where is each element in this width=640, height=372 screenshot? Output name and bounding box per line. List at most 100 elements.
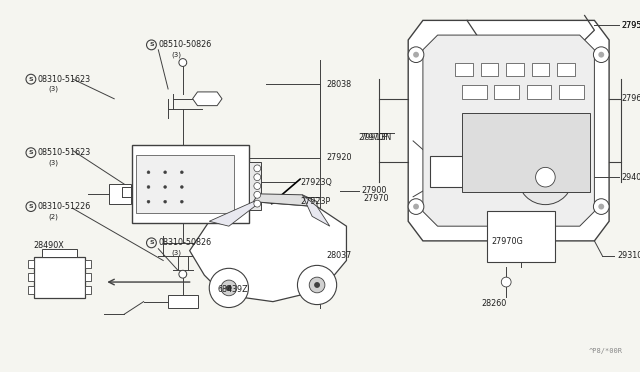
Circle shape [26,74,36,84]
Circle shape [147,200,150,203]
Bar [85,273,91,281]
Bar [85,260,91,268]
Bar [532,62,549,76]
Bar [250,163,261,209]
Text: S: S [149,42,154,47]
Text: 28037: 28037 [327,251,352,260]
Circle shape [536,167,555,187]
Text: 27961H: 27961H [622,94,640,103]
Polygon shape [209,202,259,226]
Text: (2): (2) [49,213,58,219]
Circle shape [408,47,424,62]
Bar [28,273,34,281]
Circle shape [147,186,150,189]
Text: 28260: 28260 [482,299,507,308]
Bar [557,62,575,76]
Polygon shape [193,92,222,106]
Circle shape [179,59,187,67]
Text: ^P8/*00R: ^P8/*00R [589,348,623,354]
Bar [430,155,467,187]
Polygon shape [423,35,595,226]
Text: 27920: 27920 [327,153,353,162]
Text: 28038: 28038 [327,80,352,89]
Circle shape [180,200,183,203]
Circle shape [593,47,609,62]
Circle shape [593,199,609,214]
Text: S: S [29,150,33,155]
Text: (3): (3) [49,86,58,92]
Circle shape [179,270,187,278]
Circle shape [518,150,573,205]
Circle shape [147,238,156,248]
Bar [495,85,519,99]
Circle shape [26,202,36,211]
Text: 08310-51623: 08310-51623 [38,75,91,84]
Text: 27970: 27970 [363,194,388,203]
Circle shape [504,136,586,218]
Bar [527,85,551,99]
Bar [132,145,250,223]
Bar [506,62,524,76]
Text: S: S [29,77,33,82]
Circle shape [598,203,604,209]
Text: 27923Q: 27923Q [300,177,332,187]
Circle shape [298,265,337,305]
Text: 08510-51623: 08510-51623 [38,148,91,157]
Circle shape [254,165,260,172]
Bar [486,211,556,262]
Circle shape [164,200,166,203]
Circle shape [254,200,260,207]
Circle shape [254,183,260,189]
Circle shape [314,282,320,288]
Text: (3): (3) [171,51,181,58]
Circle shape [501,277,511,287]
Text: 27970F: 27970F [358,134,388,142]
Circle shape [147,40,156,50]
Bar [168,295,198,308]
Bar [462,113,589,192]
Circle shape [309,277,325,293]
Circle shape [254,191,260,198]
Bar [136,155,234,214]
Circle shape [413,203,419,209]
Polygon shape [189,202,346,302]
Circle shape [147,171,150,174]
Text: 29310: 29310 [617,251,640,260]
Circle shape [408,199,424,214]
Text: S: S [29,204,33,209]
Text: 27900: 27900 [361,186,387,195]
Circle shape [413,52,419,58]
Text: 27954: 27954 [622,21,640,30]
Text: 79913N: 79913N [360,134,392,142]
Circle shape [221,280,237,296]
Bar [28,260,34,268]
Bar [109,184,131,203]
Text: 08310-50826: 08310-50826 [158,238,211,247]
Polygon shape [302,195,330,226]
Circle shape [209,268,248,308]
Circle shape [164,186,166,189]
Text: S: S [149,240,154,246]
Circle shape [226,285,232,291]
Bar [462,85,486,99]
Circle shape [180,171,183,174]
Text: 27970G: 27970G [492,237,524,246]
Text: (3): (3) [171,249,181,256]
Bar [559,85,584,99]
Text: (3): (3) [49,159,58,166]
Bar [42,249,77,257]
Bar [455,62,473,76]
Circle shape [180,186,183,189]
Polygon shape [408,20,609,241]
Text: 08510-50826: 08510-50826 [158,41,212,49]
Bar [28,286,34,294]
Circle shape [26,148,36,158]
Bar [85,286,91,294]
Text: 68439Z: 68439Z [217,285,248,294]
Circle shape [254,174,260,181]
Text: 27923P: 27923P [300,197,331,206]
Bar [481,62,499,76]
Text: 28490X: 28490X [34,241,65,250]
Text: 27954: 27954 [622,21,640,30]
Text: 08310-51226: 08310-51226 [38,202,91,211]
